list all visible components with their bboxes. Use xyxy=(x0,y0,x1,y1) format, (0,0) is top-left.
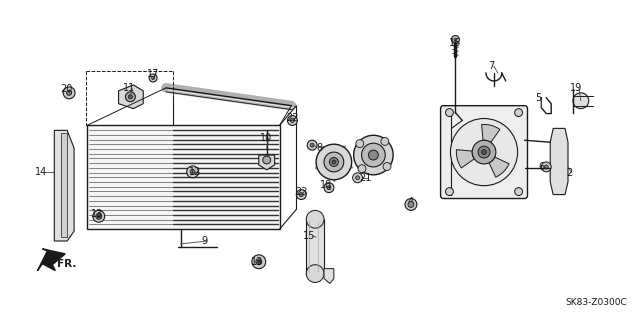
Circle shape xyxy=(544,165,548,169)
Circle shape xyxy=(97,215,100,218)
Circle shape xyxy=(296,189,306,199)
Circle shape xyxy=(356,140,364,148)
Circle shape xyxy=(187,166,198,178)
Circle shape xyxy=(472,140,496,164)
Circle shape xyxy=(149,74,157,82)
Circle shape xyxy=(358,165,366,173)
Text: FR.: FR. xyxy=(58,259,77,269)
Wedge shape xyxy=(489,157,509,177)
Text: 14: 14 xyxy=(35,167,47,177)
Text: 19: 19 xyxy=(570,83,582,93)
Circle shape xyxy=(481,150,486,155)
Circle shape xyxy=(152,77,155,79)
Polygon shape xyxy=(259,155,275,170)
Circle shape xyxy=(190,169,195,174)
Text: 8: 8 xyxy=(316,143,322,153)
Wedge shape xyxy=(482,124,500,142)
Circle shape xyxy=(256,259,262,265)
Circle shape xyxy=(310,143,314,147)
Text: 23: 23 xyxy=(295,187,307,197)
Text: 2: 2 xyxy=(566,168,572,178)
Circle shape xyxy=(63,87,75,99)
Circle shape xyxy=(354,135,393,175)
Polygon shape xyxy=(324,269,334,284)
Text: 10: 10 xyxy=(260,133,272,143)
Circle shape xyxy=(356,176,360,180)
Circle shape xyxy=(129,95,132,99)
Text: 17: 17 xyxy=(147,69,159,79)
Circle shape xyxy=(67,90,72,95)
Circle shape xyxy=(478,146,490,158)
Text: 15: 15 xyxy=(303,231,316,241)
Text: SK83-Z0300C: SK83-Z0300C xyxy=(565,298,627,307)
Text: 13: 13 xyxy=(91,209,103,219)
Circle shape xyxy=(263,156,271,164)
Circle shape xyxy=(515,109,523,116)
Bar xyxy=(306,219,324,274)
Wedge shape xyxy=(456,150,474,168)
Text: 9: 9 xyxy=(202,236,207,246)
Circle shape xyxy=(369,150,378,160)
Text: 16: 16 xyxy=(449,38,461,48)
Polygon shape xyxy=(61,133,67,237)
Circle shape xyxy=(287,115,298,125)
Circle shape xyxy=(252,255,266,269)
Polygon shape xyxy=(38,249,65,271)
Circle shape xyxy=(316,144,351,180)
Circle shape xyxy=(96,213,102,219)
Text: 1: 1 xyxy=(330,162,336,172)
Polygon shape xyxy=(118,85,143,109)
Text: 12: 12 xyxy=(189,167,202,177)
Circle shape xyxy=(257,260,260,263)
Circle shape xyxy=(125,92,135,102)
Circle shape xyxy=(362,143,385,167)
Text: 13: 13 xyxy=(251,257,263,267)
Text: 11: 11 xyxy=(124,83,136,93)
Circle shape xyxy=(451,35,460,43)
Circle shape xyxy=(445,109,453,116)
Circle shape xyxy=(332,160,336,164)
Circle shape xyxy=(93,210,105,222)
Circle shape xyxy=(353,173,362,183)
Text: 7: 7 xyxy=(488,61,494,71)
Circle shape xyxy=(324,183,334,193)
Circle shape xyxy=(306,265,324,283)
Text: 18: 18 xyxy=(320,180,332,190)
Bar xyxy=(87,125,280,229)
Circle shape xyxy=(573,93,589,109)
Circle shape xyxy=(454,38,457,41)
Circle shape xyxy=(327,186,331,189)
Circle shape xyxy=(291,118,294,122)
Text: 6: 6 xyxy=(538,162,545,172)
Circle shape xyxy=(306,210,324,228)
Text: 22: 22 xyxy=(286,113,299,122)
Text: 20: 20 xyxy=(60,84,72,94)
Circle shape xyxy=(381,137,388,145)
Circle shape xyxy=(324,152,344,172)
Circle shape xyxy=(405,198,417,210)
Circle shape xyxy=(445,188,453,196)
Text: 3: 3 xyxy=(369,152,374,162)
Circle shape xyxy=(300,193,303,197)
Circle shape xyxy=(515,188,523,196)
Circle shape xyxy=(330,158,339,167)
Polygon shape xyxy=(550,128,568,195)
Circle shape xyxy=(383,163,391,170)
Text: 5: 5 xyxy=(535,93,541,103)
Circle shape xyxy=(307,140,317,150)
Circle shape xyxy=(408,202,414,207)
Text: 4: 4 xyxy=(408,197,414,207)
Polygon shape xyxy=(54,130,74,241)
Text: 21: 21 xyxy=(359,173,372,183)
Circle shape xyxy=(451,118,518,186)
Circle shape xyxy=(541,162,551,172)
FancyBboxPatch shape xyxy=(440,106,527,198)
